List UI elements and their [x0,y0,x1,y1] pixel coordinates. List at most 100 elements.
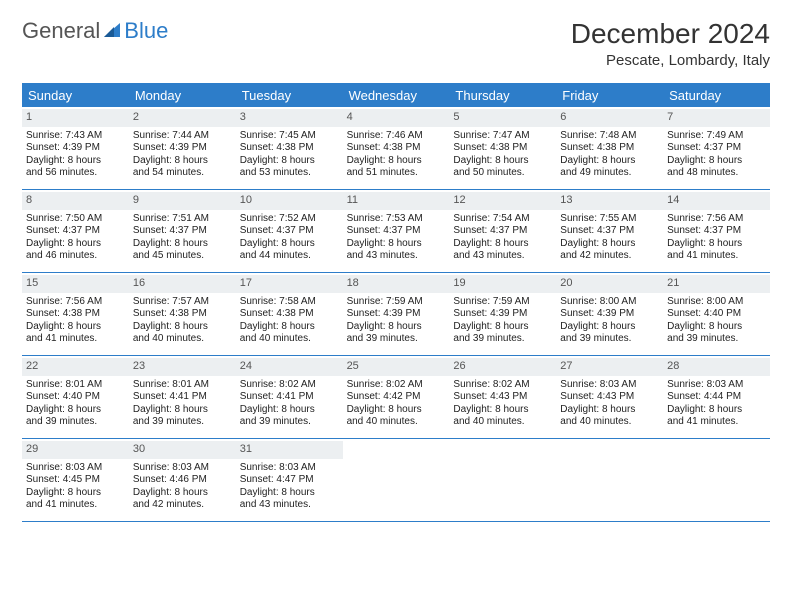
calendar-cell-empty [449,439,556,521]
sunrise-text: Sunrise: 7:44 AM [133,130,232,143]
calendar-cell: 1Sunrise: 7:43 AMSunset: 4:39 PMDaylight… [22,107,129,189]
day-number: 24 [236,358,343,376]
calendar-cell: 12Sunrise: 7:54 AMSunset: 4:37 PMDayligh… [449,190,556,272]
sunrise-text: Sunrise: 7:47 AM [453,130,552,143]
day-number: 26 [449,358,556,376]
calendar-cell: 7Sunrise: 7:49 AMSunset: 4:37 PMDaylight… [663,107,770,189]
day-number: 6 [556,109,663,127]
daylight-text-2: and 41 minutes. [667,416,766,429]
day-number: 7 [663,109,770,127]
calendar-cell-empty [556,439,663,521]
sunset-text: Sunset: 4:38 PM [347,142,446,155]
day-number: 20 [556,275,663,293]
day-number: 8 [22,192,129,210]
day-number: 31 [236,441,343,459]
sunrise-text: Sunrise: 7:43 AM [26,130,125,143]
calendar-cell: 17Sunrise: 7:58 AMSunset: 4:38 PMDayligh… [236,273,343,355]
sunrise-text: Sunrise: 8:03 AM [667,379,766,392]
header: General Blue December 2024 Pescate, Lomb… [22,18,770,69]
calendar-cell: 27Sunrise: 8:03 AMSunset: 4:43 PMDayligh… [556,356,663,438]
sunset-text: Sunset: 4:44 PM [667,391,766,404]
sunset-text: Sunset: 4:38 PM [560,142,659,155]
calendar-week: 29 Sunrise: 8:03 AM Sunset: 4:45 PM Dayligh… [22,439,770,522]
day-number: 23 [129,358,236,376]
calendar-cell: 13Sunrise: 7:55 AMSunset: 4:37 PMDayligh… [556,190,663,272]
day-number: 22 [22,358,129,376]
calendar-cell: 16Sunrise: 7:57 AMSunset: 4:38 PMDayligh… [129,273,236,355]
day-number: 11 [343,192,450,210]
daylight-text-1: Daylight: 8 hours [560,404,659,417]
sunset-text: Sunset: 4:42 PM [347,391,446,404]
sunset-text: Sunset: 4:38 PM [133,308,232,321]
logo-word-2: Blue [124,18,168,44]
day-number: 13 [556,192,663,210]
calendar-cell: 8Sunrise: 7:50 AMSunset: 4:37 PMDaylight… [22,190,129,272]
calendar-cell: 23Sunrise: 8:01 AMSunset: 4:41 PMDayligh… [129,356,236,438]
sunset-text: Sunset: 4:45 PM [26,474,125,487]
daylight-text-1: Daylight: 8 hours [453,155,552,168]
daylight-text-1: Daylight: 8 hours [240,487,339,500]
sunrise-text: Sunrise: 7:52 AM [240,213,339,226]
day-number: 14 [663,192,770,210]
daylight-text-1: Daylight: 8 hours [560,238,659,251]
calendar-cell: 26Sunrise: 8:02 AMSunset: 4:43 PMDayligh… [449,356,556,438]
day-number: 1 [22,109,129,127]
calendar-cell: 3Sunrise: 7:45 AMSunset: 4:38 PMDaylight… [236,107,343,189]
daylight-text-1: Daylight: 8 hours [133,404,232,417]
daylight-text-2: and 44 minutes. [240,250,339,263]
sunrise-text: Sunrise: 8:01 AM [26,379,125,392]
sunset-text: Sunset: 4:38 PM [453,142,552,155]
daylight-text-2: and 45 minutes. [133,250,232,263]
daylight-text-2: and 46 minutes. [26,250,125,263]
day-number: 29 [22,441,129,459]
sunrise-text: Sunrise: 8:03 AM [240,462,339,475]
daylight-text-2: and 43 minutes. [347,250,446,263]
day-number: 9 [129,192,236,210]
calendar: SundayMondayTuesdayWednesdayThursdayFrid… [22,83,770,522]
calendar-cell: 14Sunrise: 7:56 AMSunset: 4:37 PMDayligh… [663,190,770,272]
sunrise-text: Sunrise: 7:46 AM [347,130,446,143]
sunrise-text: Sunrise: 7:53 AM [347,213,446,226]
daylight-text-1: Daylight: 8 hours [667,404,766,417]
sunset-text: Sunset: 4:37 PM [133,225,232,238]
day-number: 30 [129,441,236,459]
daylight-text-2: and 39 minutes. [26,416,125,429]
daylight-text-2: and 49 minutes. [560,167,659,180]
daylight-text-1: Daylight: 8 hours [347,155,446,168]
day-number: 4 [343,109,450,127]
sunset-text: Sunset: 4:37 PM [240,225,339,238]
calendar-cell: 22Sunrise: 8:01 AMSunset: 4:40 PMDayligh… [22,356,129,438]
day-number: 28 [663,358,770,376]
calendar-cell: 18Sunrise: 7:59 AMSunset: 4:39 PMDayligh… [343,273,450,355]
daylight-text-2: and 39 minutes. [133,416,232,429]
sunrise-text: Sunrise: 7:51 AM [133,213,232,226]
daylight-text-2: and 42 minutes. [133,499,232,512]
sunrise-text: Sunrise: 8:00 AM [560,296,659,309]
sunset-text: Sunset: 4:37 PM [347,225,446,238]
daylight-text-2: and 39 minutes. [453,333,552,346]
calendar-cell: 28 Sunrise: 8:03 AMSunset: 4:44 PMDayligh… [663,356,770,438]
daylight-text-1: Daylight: 8 hours [453,404,552,417]
calendar-cell: 20Sunrise: 8:00 AMSunset: 4:39 PMDayligh… [556,273,663,355]
sunset-text: Sunset: 4:37 PM [560,225,659,238]
calendar-week: 1Sunrise: 7:43 AMSunset: 4:39 PMDaylight… [22,107,770,190]
sunrise-text: Sunrise: 7:56 AM [26,296,125,309]
daylight-text-2: and 40 minutes. [240,333,339,346]
daylight-text-2: and 53 minutes. [240,167,339,180]
sunset-text: Sunset: 4:47 PM [240,474,339,487]
daylight-text-1: Daylight: 8 hours [133,238,232,251]
logo: General Blue [22,18,168,44]
day-number: 21 [663,275,770,293]
daylight-text-2: and 41 minutes. [26,499,125,512]
daylight-text-2: and 42 minutes. [560,250,659,263]
calendar-cell-empty [343,439,450,521]
calendar-cell: 21Sunrise: 8:00 AMSunset: 4:40 PMDayligh… [663,273,770,355]
calendar-cell: 15Sunrise: 7:56 AMSunset: 4:38 PMDayligh… [22,273,129,355]
sunset-text: Sunset: 4:37 PM [453,225,552,238]
calendar-cell: 9 Sunrise: 7:51 AMSunset: 4:37 PMDaylight… [129,190,236,272]
daylight-text-2: and 41 minutes. [26,333,125,346]
sunrise-text: Sunrise: 7:49 AM [667,130,766,143]
daylight-text-1: Daylight: 8 hours [453,321,552,334]
day-header-row: SundayMondayTuesdayWednesdayThursdayFrid… [22,84,770,107]
daylight-text-1: Daylight: 8 hours [26,155,125,168]
